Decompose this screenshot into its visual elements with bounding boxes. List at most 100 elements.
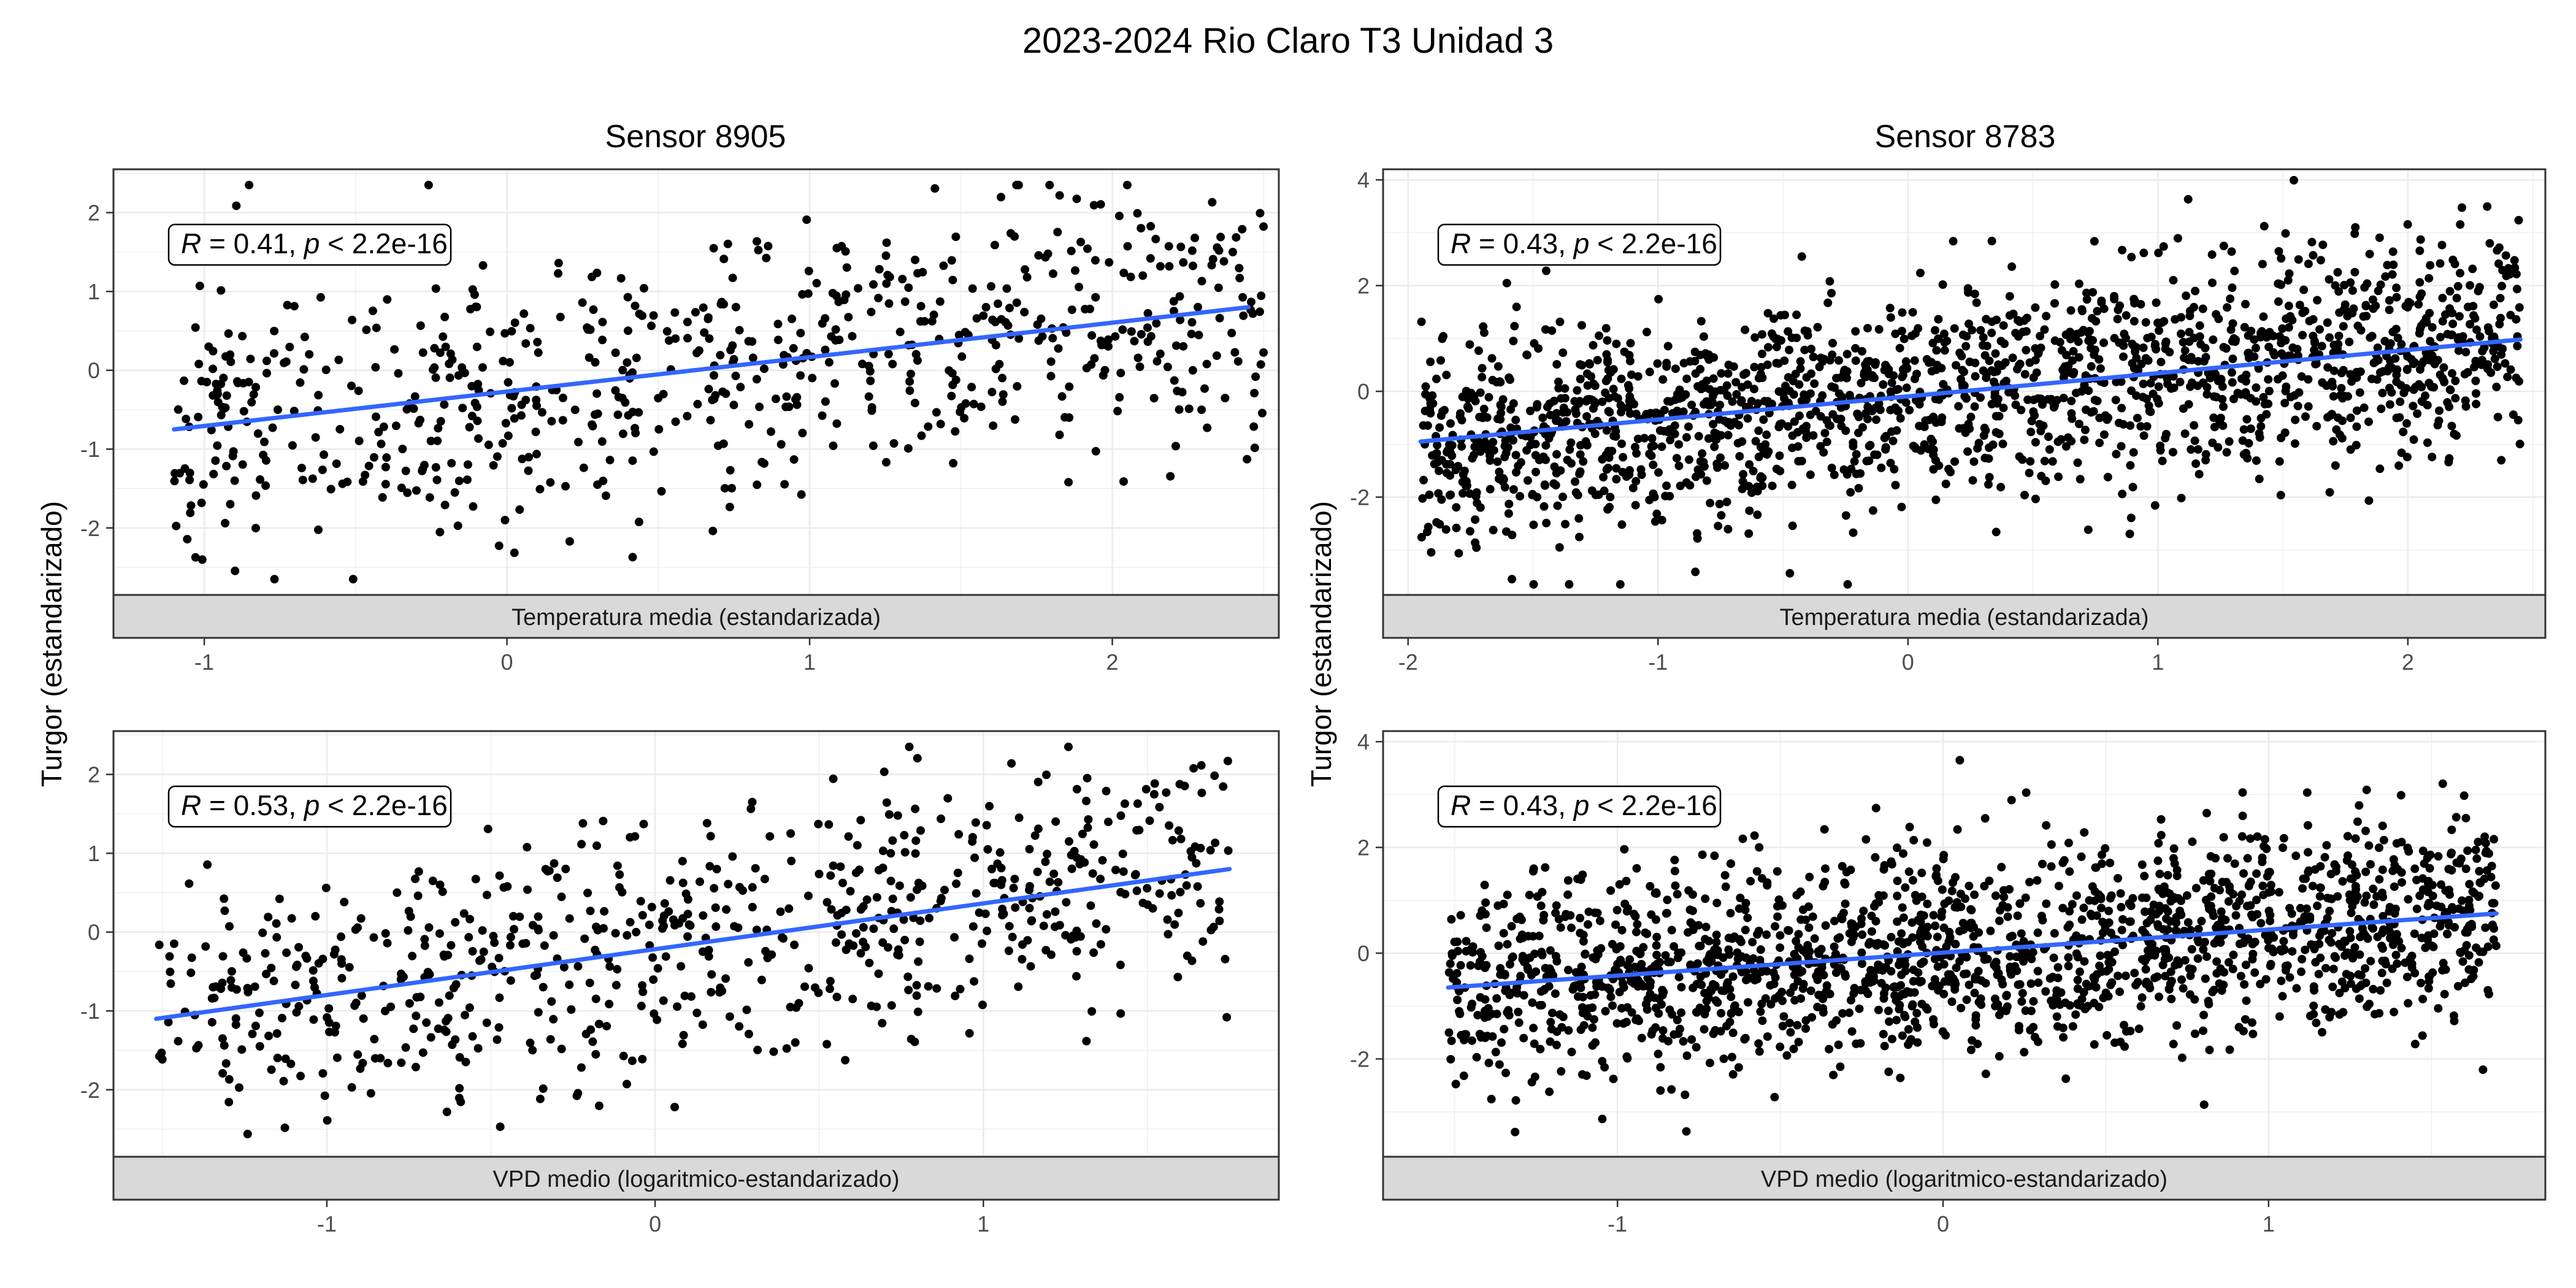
- data-point: [804, 891, 813, 900]
- data-point: [1959, 424, 1968, 433]
- data-point: [391, 421, 401, 431]
- data-point: [369, 453, 378, 462]
- data-point: [659, 389, 668, 399]
- data-point: [2383, 261, 2392, 270]
- data-point: [2198, 304, 2207, 313]
- data-point: [719, 439, 728, 448]
- data-point: [445, 991, 454, 1000]
- data-point: [1976, 393, 1985, 402]
- data-point: [2426, 261, 2435, 270]
- data-point: [2202, 383, 2212, 392]
- data-point: [2256, 332, 2265, 342]
- data-point: [2392, 283, 2401, 293]
- data-point: [1546, 1018, 1555, 1027]
- data-point: [1165, 821, 1174, 830]
- data-point: [2034, 978, 2043, 987]
- data-point: [1051, 907, 1060, 916]
- data-point: [1643, 995, 1652, 1004]
- data-point: [2118, 915, 2127, 924]
- data-point: [2080, 435, 2089, 445]
- data-point: [1249, 422, 1259, 431]
- data-point: [1963, 284, 1972, 293]
- data-point: [2334, 287, 2344, 296]
- data-point: [1887, 378, 1896, 387]
- data-point: [1462, 481, 1470, 491]
- data-point: [1013, 381, 1022, 391]
- data-point: [246, 355, 255, 364]
- data-point: [2041, 477, 2050, 485]
- data-point: [636, 897, 645, 906]
- y-tick-label: -1: [80, 437, 100, 462]
- data-point: [270, 575, 279, 584]
- data-point: [1176, 315, 1185, 324]
- data-point: [757, 975, 766, 984]
- data-point: [1163, 915, 1172, 924]
- data-point: [1588, 1023, 1597, 1032]
- data-point: [628, 407, 637, 416]
- data-point: [769, 1047, 778, 1056]
- data-point: [440, 500, 450, 510]
- data-point: [379, 422, 388, 431]
- data-point: [247, 397, 256, 407]
- data-point: [1042, 770, 1051, 780]
- data-point: [2049, 1001, 2058, 1010]
- data-point: [1162, 788, 1171, 797]
- data-point: [2074, 353, 2083, 362]
- data-point: [1027, 916, 1037, 925]
- y-axis-label-right: Turgor (estandarizado): [1305, 501, 1337, 787]
- data-point: [916, 916, 925, 926]
- data-point: [500, 329, 510, 338]
- data-point: [1872, 941, 1881, 950]
- data-point: [1665, 492, 1674, 500]
- data-point: [1972, 298, 1981, 307]
- data-point: [605, 1000, 614, 1008]
- data-point: [1871, 853, 1880, 862]
- data-point: [1919, 957, 1928, 967]
- data-point: [2200, 938, 2209, 946]
- data-point: [1012, 180, 1021, 190]
- data-point: [493, 1035, 502, 1045]
- data-point: [2098, 918, 2107, 927]
- data-point: [2262, 845, 2271, 853]
- data-point: [357, 991, 366, 1000]
- data-point: [965, 1029, 974, 1038]
- data-point: [1589, 1015, 1598, 1024]
- data-point: [2513, 342, 2522, 351]
- data-point: [2359, 403, 2369, 412]
- data-point: [2096, 892, 2106, 902]
- data-point: [1734, 1063, 1743, 1072]
- data-point: [947, 391, 956, 401]
- data-point: [844, 832, 853, 841]
- data-point: [2297, 967, 2306, 976]
- data-point: [2247, 1018, 2256, 1027]
- data-point: [224, 1075, 234, 1084]
- data-point: [1885, 1017, 1894, 1026]
- data-point: [639, 819, 648, 829]
- data-point: [2490, 924, 2499, 933]
- data-point: [1750, 333, 1760, 342]
- data-point: [1502, 278, 1511, 288]
- data-point: [1646, 981, 1655, 991]
- data-point: [1974, 967, 1983, 976]
- data-point: [561, 481, 570, 491]
- data-point: [2356, 367, 2365, 376]
- data-point: [865, 959, 874, 968]
- data-point: [593, 480, 602, 489]
- data-point: [1930, 975, 1939, 984]
- data-point: [1670, 867, 1679, 876]
- data-point: [490, 938, 499, 947]
- data-point: [1439, 332, 1448, 341]
- data-point: [1257, 291, 1266, 301]
- data-point: [2410, 1040, 2420, 1049]
- data-point: [1531, 451, 1540, 460]
- data-point: [2462, 941, 2471, 950]
- data-point: [1952, 963, 1961, 972]
- data-point: [2055, 337, 2064, 347]
- data-point: [2241, 960, 2250, 970]
- data-point: [2127, 386, 2136, 395]
- data-point: [2418, 874, 2427, 883]
- data-point: [174, 1037, 183, 1046]
- data-point: [447, 941, 456, 950]
- data-point: [1798, 905, 1807, 914]
- data-point: [1650, 993, 1659, 1002]
